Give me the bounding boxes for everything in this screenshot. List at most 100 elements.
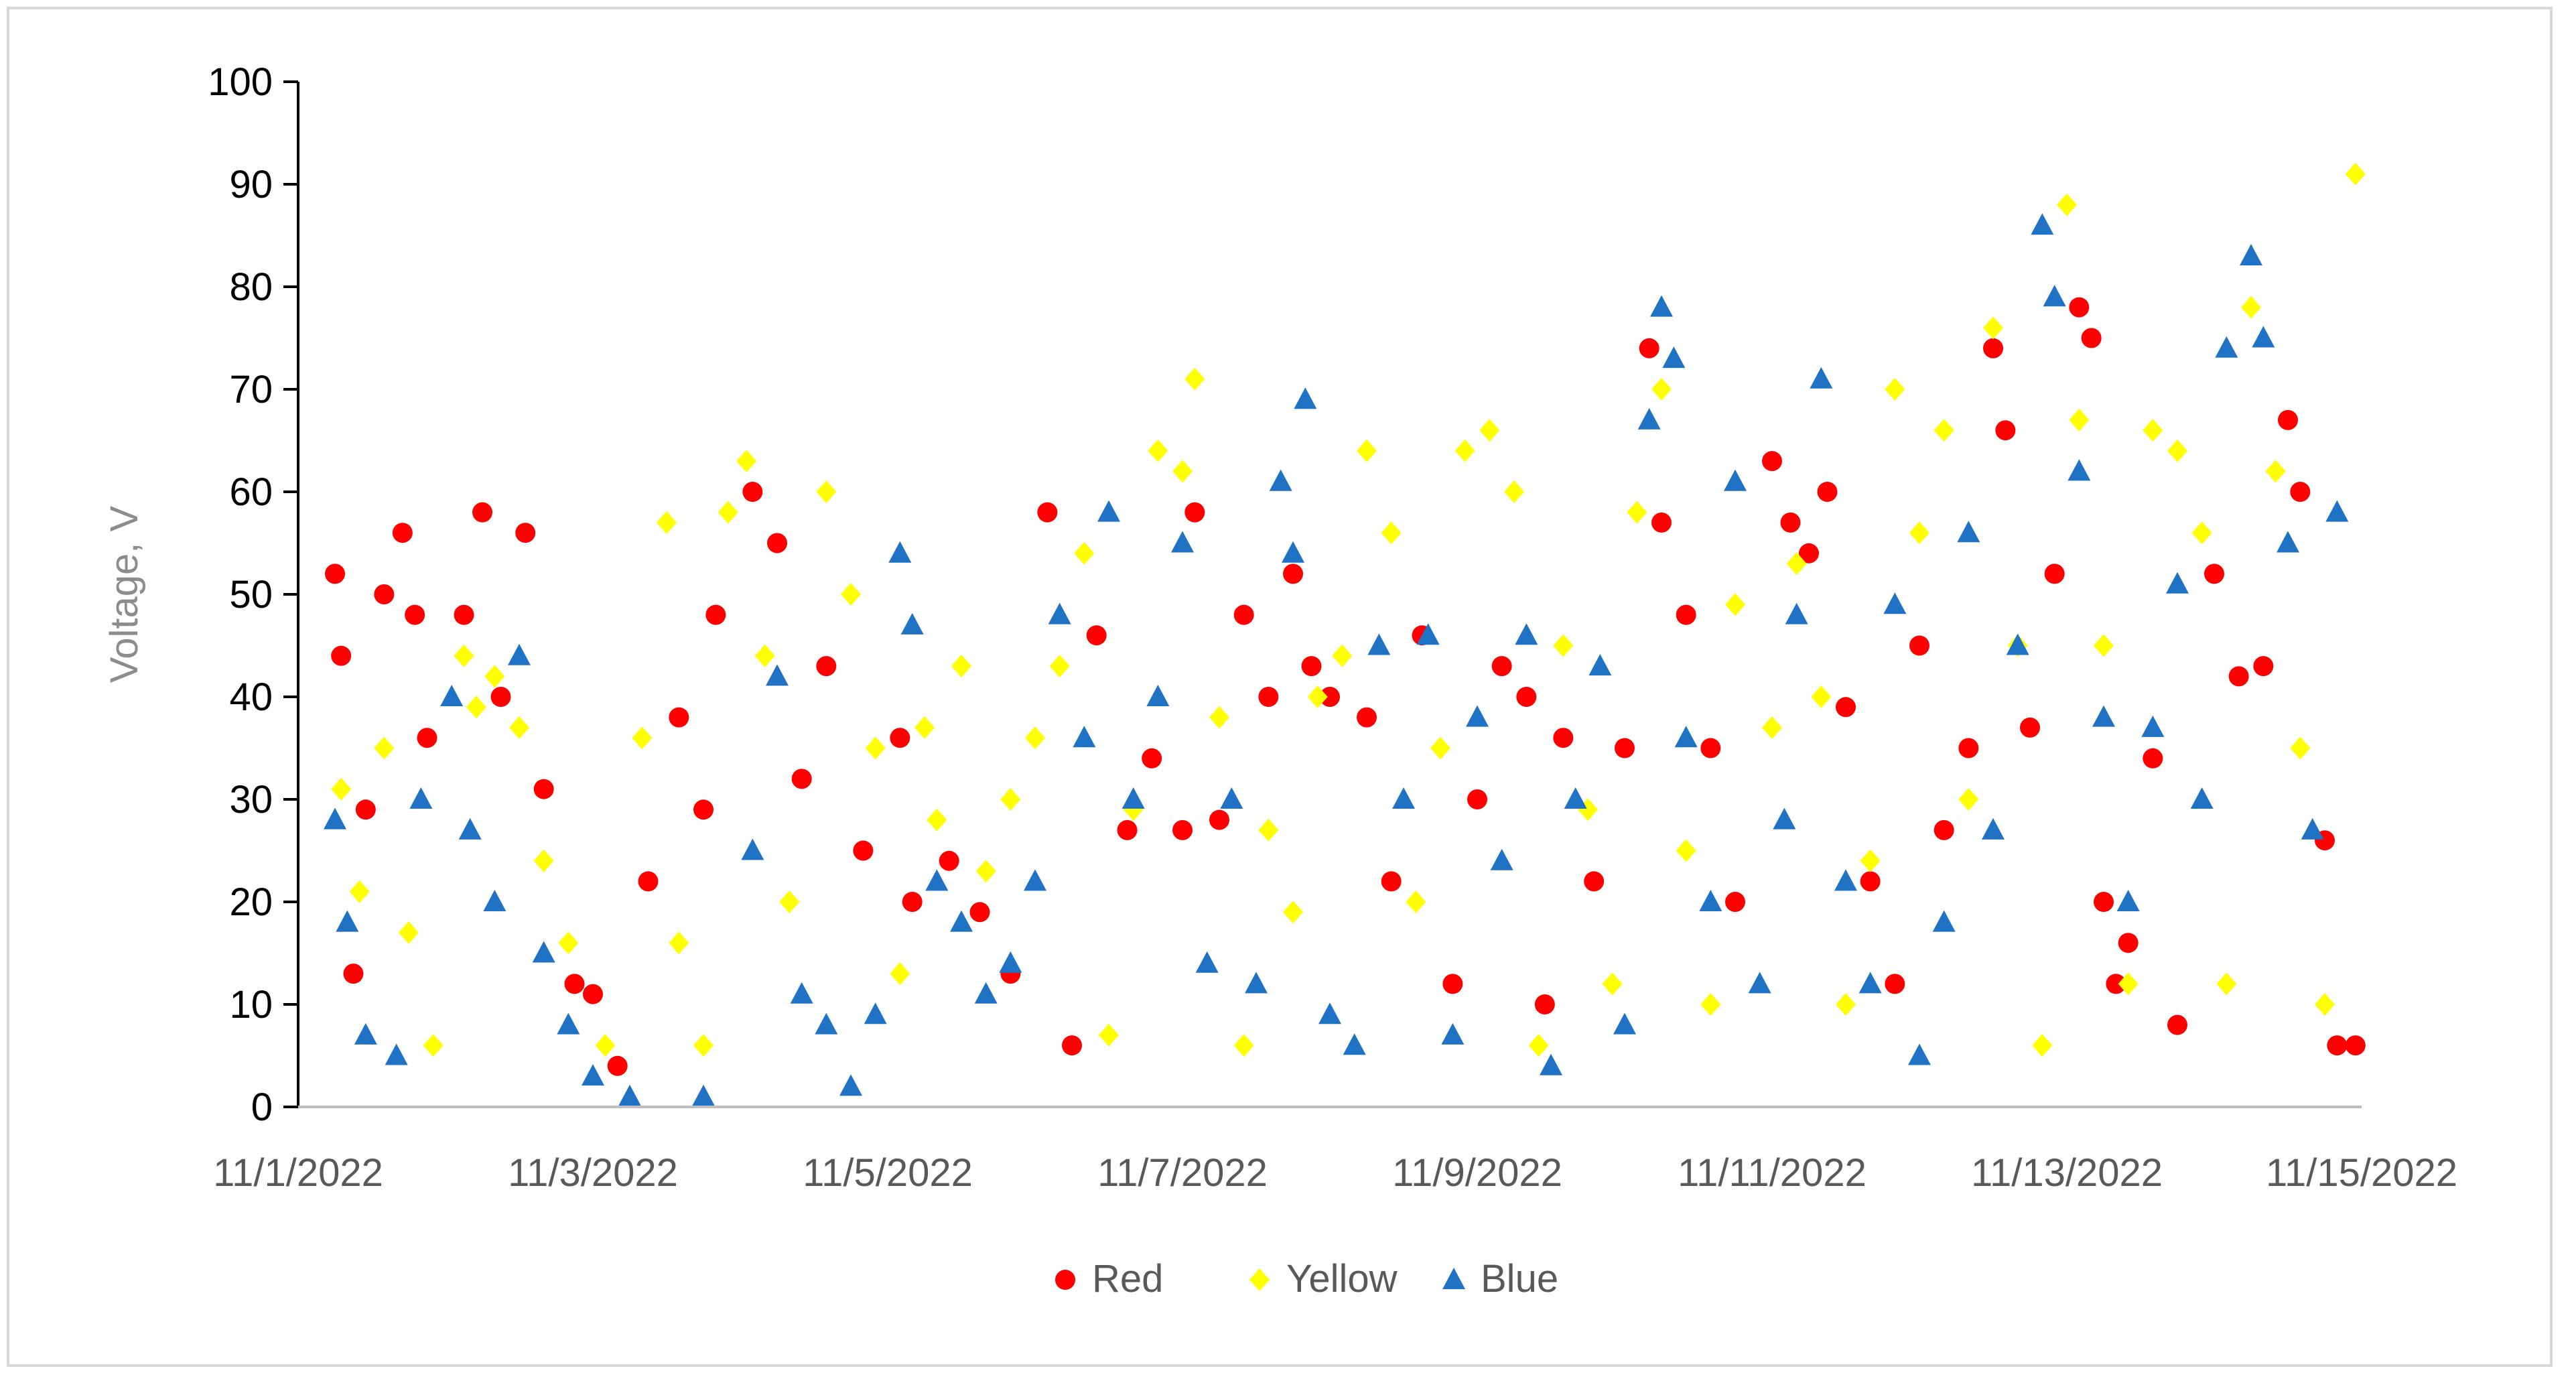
data-point-red xyxy=(1676,604,1696,625)
data-point-red xyxy=(1381,871,1402,892)
data-point-blue xyxy=(1662,346,1686,369)
data-point-blue xyxy=(2190,787,2214,809)
data-point-blue xyxy=(1637,407,1661,429)
data-point-yellow xyxy=(1909,521,1929,545)
data-point-yellow xyxy=(1860,849,1881,872)
data-point-red xyxy=(2143,748,2163,769)
data-point-red xyxy=(1534,994,1555,1014)
data-point-red xyxy=(939,850,959,871)
data-point-red xyxy=(1934,819,1954,840)
legend-label: Yellow xyxy=(1286,1257,1398,1301)
data-point-red xyxy=(1762,451,1782,472)
data-point-yellow xyxy=(1000,788,1021,811)
x-tick-label: 11/13/2022 xyxy=(1971,1151,2163,1195)
data-point-red xyxy=(1258,687,1279,707)
x-tick-label: 11/7/2022 xyxy=(1097,1151,1268,1195)
y-axis-ticks: 0 10 20 30 40 50 60 70 80 90 100 xyxy=(208,60,298,1129)
data-point-yellow xyxy=(454,644,474,667)
data-point-red xyxy=(1725,892,1745,912)
data-point-blue xyxy=(2043,285,2066,307)
data-point-yellow xyxy=(484,665,505,688)
data-point-blue xyxy=(354,1022,377,1045)
legend-marker-yellow xyxy=(1249,1268,1270,1291)
data-point-yellow xyxy=(1725,593,1745,616)
data-point-yellow xyxy=(1049,655,1070,678)
data-point-yellow xyxy=(466,696,486,719)
data-point-red xyxy=(742,482,763,502)
data-point-red xyxy=(1615,738,1635,758)
data-point-blue xyxy=(1748,972,1771,994)
data-point-red xyxy=(1860,871,1881,892)
y-tick-label: 100 xyxy=(208,60,273,104)
data-point-blue xyxy=(1146,685,1170,706)
data-point-yellow xyxy=(423,1034,444,1057)
data-point-yellow xyxy=(1651,378,1672,401)
data-point-blue xyxy=(741,838,764,860)
data-point-yellow xyxy=(1602,972,1623,996)
data-point-blue xyxy=(1367,633,1391,655)
plot-area xyxy=(324,162,2366,1106)
data-point-red xyxy=(1283,564,1303,584)
data-point-yellow xyxy=(2069,408,2090,432)
data-point-red xyxy=(791,769,812,789)
data-point-yellow xyxy=(736,450,757,473)
data-point-yellow xyxy=(657,511,677,534)
data-point-red xyxy=(693,799,714,820)
data-point-red xyxy=(374,584,395,604)
data-point-red xyxy=(2094,892,2114,912)
data-point-blue xyxy=(1294,387,1317,409)
data-point-yellow xyxy=(2167,439,2187,462)
data-point-yellow xyxy=(927,808,947,832)
data-point-yellow xyxy=(2265,460,2286,483)
data-point-yellow xyxy=(1307,685,1328,708)
data-point-blue xyxy=(2141,715,2165,737)
data-point-blue xyxy=(1220,787,1243,809)
data-point-blue xyxy=(766,664,789,686)
data-point-yellow xyxy=(1958,788,1979,811)
data-point-blue xyxy=(2325,500,2349,522)
data-point-yellow xyxy=(2191,521,2212,545)
data-point-blue xyxy=(1810,367,1833,389)
data-point-blue xyxy=(864,1002,887,1024)
data-point-yellow xyxy=(1700,993,1721,1016)
data-point-blue xyxy=(950,910,973,932)
data-point-blue xyxy=(1195,951,1219,973)
data-point-red xyxy=(343,964,364,984)
data-point-red xyxy=(2118,933,2139,953)
data-point-red xyxy=(1553,728,1574,748)
data-point-blue xyxy=(1392,787,1415,809)
x-tick-label: 11/3/2022 xyxy=(508,1151,678,1195)
data-point-yellow xyxy=(1406,890,1426,913)
data-point-red xyxy=(1117,819,1138,840)
y-tick-label: 40 xyxy=(229,675,273,719)
data-point-blue xyxy=(1282,541,1304,563)
x-tick-label: 11/11/2022 xyxy=(1678,1151,1867,1195)
data-point-yellow xyxy=(1627,501,1647,524)
data-point-red xyxy=(1700,738,1721,758)
data-point-blue xyxy=(1834,869,1857,891)
x-axis-ticks: 11/1/2022 11/3/2022 11/5/2022 11/7/2022 11/9… xyxy=(213,1151,2457,1195)
data-point-red xyxy=(705,604,726,625)
data-point-yellow xyxy=(1184,367,1205,391)
data-point-blue xyxy=(483,890,506,911)
data-point-blue xyxy=(1699,890,1722,911)
data-point-blue xyxy=(1515,623,1538,645)
data-point-blue xyxy=(458,817,482,840)
data-point-yellow xyxy=(1357,439,1377,462)
data-point-blue xyxy=(2092,705,2115,727)
data-point-blue xyxy=(692,1084,715,1106)
series-yellow xyxy=(331,162,2366,1057)
data-point-red xyxy=(1995,420,2016,441)
data-point-yellow xyxy=(509,716,529,739)
data-point-yellow xyxy=(890,962,910,986)
data-point-red xyxy=(1799,543,1819,564)
data-point-blue xyxy=(440,685,464,706)
data-point-blue xyxy=(839,1074,862,1096)
x-tick-label: 11/9/2022 xyxy=(1392,1151,1562,1195)
data-point-red xyxy=(1467,789,1487,809)
data-point-blue xyxy=(888,541,912,563)
data-point-yellow xyxy=(841,583,861,606)
data-point-blue xyxy=(1245,972,1268,994)
data-point-yellow xyxy=(1504,480,1524,503)
